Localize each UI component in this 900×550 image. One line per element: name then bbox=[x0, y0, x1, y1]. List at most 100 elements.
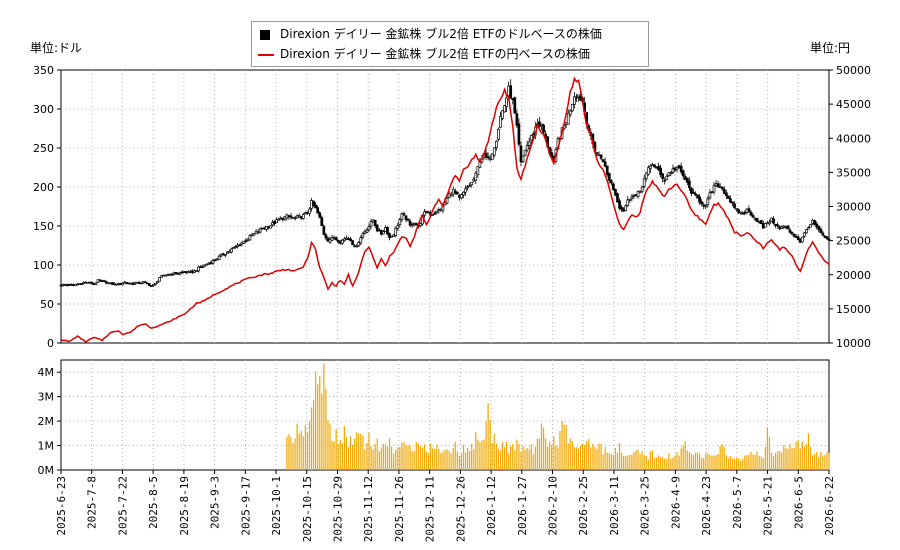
volume-bar bbox=[584, 445, 586, 470]
y-left-tick-label: 300 bbox=[33, 103, 54, 116]
candle-body bbox=[827, 238, 831, 241]
candle-body bbox=[618, 200, 621, 209]
candle-body bbox=[301, 214, 305, 219]
x-tick-label: 2025-11-12 bbox=[362, 476, 375, 542]
candle-body bbox=[78, 283, 81, 285]
candle-body bbox=[523, 149, 527, 156]
volume-bar bbox=[787, 449, 789, 470]
candle-body bbox=[714, 183, 718, 187]
volume-bar bbox=[302, 436, 304, 470]
volume-bar bbox=[565, 425, 567, 470]
x-tick-label: 2025-9-3 bbox=[209, 476, 222, 529]
candle-body bbox=[414, 223, 418, 226]
x-tick-label: 2026-5-7 bbox=[731, 476, 744, 529]
candle-body bbox=[291, 216, 295, 219]
candle-body bbox=[667, 172, 671, 176]
candle-body bbox=[104, 281, 108, 284]
volume-tick-label: 4M bbox=[38, 366, 55, 379]
y-left-tick-label: 50 bbox=[40, 298, 54, 311]
volume-bar bbox=[351, 444, 354, 470]
volume-bar bbox=[696, 452, 699, 470]
volume-bar bbox=[577, 448, 580, 470]
volume-bar bbox=[768, 436, 771, 470]
x-tick-label: 2026-1-27 bbox=[516, 476, 529, 536]
candle-body bbox=[628, 199, 632, 201]
candle-body bbox=[361, 233, 365, 238]
candle-body bbox=[324, 234, 328, 239]
candle-body bbox=[499, 116, 502, 128]
candle-body bbox=[123, 281, 127, 284]
candle-body bbox=[363, 231, 367, 234]
volume-bar bbox=[754, 454, 756, 470]
candle-body bbox=[494, 141, 498, 148]
volume-bar bbox=[686, 450, 688, 470]
candle-body bbox=[367, 226, 371, 231]
volume-bar bbox=[368, 432, 370, 470]
volume-bar bbox=[315, 371, 317, 470]
x-tick-label: 2025-7-22 bbox=[116, 476, 129, 536]
volume-bar bbox=[828, 452, 830, 470]
volume-bar bbox=[750, 451, 752, 470]
volume-bar bbox=[670, 458, 672, 470]
volume-bar bbox=[746, 454, 748, 470]
volume-bar bbox=[341, 443, 343, 470]
volume-bar bbox=[666, 458, 668, 470]
volume-bar bbox=[471, 443, 473, 470]
candle-body bbox=[135, 281, 139, 284]
volume-bar bbox=[401, 442, 403, 470]
volume-bar bbox=[505, 441, 508, 470]
candle-body bbox=[152, 284, 155, 286]
candle-body bbox=[221, 253, 225, 256]
volume-bar bbox=[528, 449, 530, 470]
volume-bar bbox=[292, 443, 294, 470]
candle-body bbox=[242, 240, 246, 244]
volume-bar bbox=[432, 448, 434, 470]
candle-body bbox=[755, 218, 759, 222]
candle-body bbox=[509, 85, 513, 99]
candle-body bbox=[228, 250, 231, 253]
candle-body bbox=[289, 215, 293, 218]
candle-body bbox=[406, 218, 410, 221]
volume-bar bbox=[709, 455, 711, 470]
volume-bar bbox=[581, 443, 584, 470]
candle-body bbox=[384, 227, 387, 232]
volume-bar bbox=[762, 458, 764, 470]
candle-body bbox=[710, 191, 714, 193]
volume-bar bbox=[699, 453, 701, 470]
candle-body bbox=[609, 180, 613, 184]
y-right-tick-label: 50000 bbox=[836, 64, 871, 77]
x-tick-label: 2026-3-11 bbox=[608, 476, 621, 536]
y-right-tick-label: 10000 bbox=[836, 337, 871, 350]
y-right-tick-label: 45000 bbox=[836, 98, 871, 111]
volume-bar bbox=[600, 443, 602, 470]
volume-bar bbox=[705, 453, 707, 470]
candle-body bbox=[225, 251, 229, 255]
legend-item-jpy: Direxion デイリー 金鉱株 ブル2倍 ETFの円ベースの株価 bbox=[258, 45, 590, 63]
volume-bar bbox=[421, 447, 424, 470]
volume-bar bbox=[596, 448, 598, 470]
volume-bar bbox=[713, 455, 715, 470]
volume-bar bbox=[382, 443, 385, 470]
volume-bar bbox=[760, 456, 762, 470]
left-unit-label: 単位:ドル bbox=[30, 41, 83, 55]
volume-bar bbox=[717, 453, 719, 470]
candle-body bbox=[203, 264, 207, 267]
volume-bar bbox=[725, 455, 727, 470]
candle-body bbox=[766, 222, 769, 225]
candle-body bbox=[180, 271, 184, 274]
volume-bar bbox=[727, 458, 729, 470]
candle-body bbox=[267, 226, 270, 229]
volume-bar bbox=[536, 438, 539, 470]
candle-body bbox=[230, 248, 233, 253]
candle-body bbox=[223, 254, 227, 256]
volume-bar bbox=[300, 431, 302, 470]
volume-bar bbox=[542, 427, 545, 470]
candle-body bbox=[599, 154, 603, 159]
volume-bar bbox=[598, 443, 600, 470]
volume-bar bbox=[339, 439, 341, 470]
candle-body bbox=[790, 232, 794, 235]
candle-body bbox=[564, 122, 568, 125]
candle-body bbox=[160, 275, 163, 278]
volume-bar bbox=[327, 420, 329, 470]
candle-body bbox=[651, 164, 654, 167]
